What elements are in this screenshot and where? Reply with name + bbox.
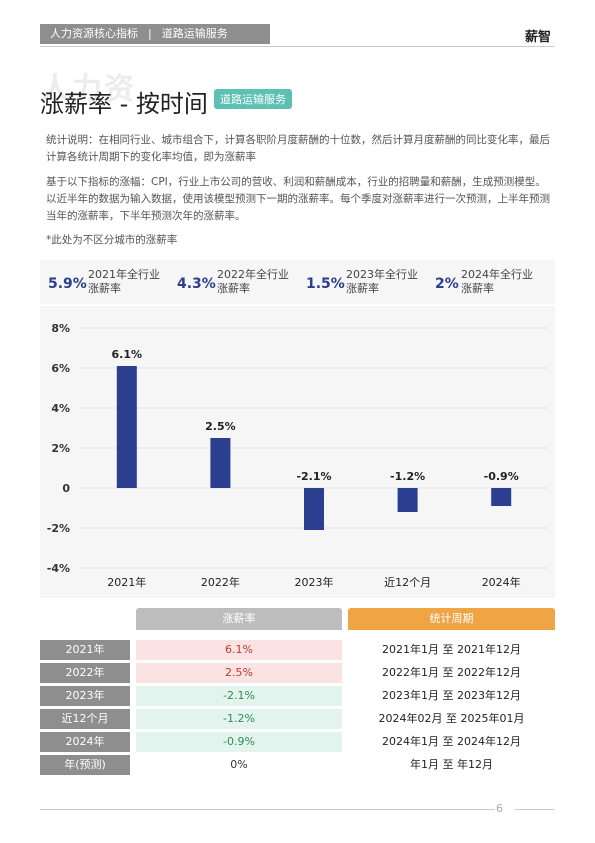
table-cell-rate: -0.9% — [136, 732, 342, 752]
y-tick-label: 4% — [51, 402, 70, 415]
table-cell-rate: -1.2% — [136, 709, 342, 729]
kpi-value: 5.9% — [48, 276, 87, 292]
kpi-label: 2023年全行业 涨薪率 — [346, 268, 418, 296]
y-tick-label: 8% — [51, 322, 70, 335]
table-row-label: 2021年 — [40, 640, 130, 660]
header-divider — [40, 46, 555, 47]
y-tick-label: 6% — [51, 362, 70, 375]
industry-tag: 道路运输服务 — [214, 89, 292, 109]
table-cell-rate: -2.1% — [136, 686, 342, 706]
table-row-label: 年(预测) — [40, 755, 130, 775]
kpi-value: 2% — [435, 276, 459, 292]
chart-panel: 8% 6% 4% 2% 0 -2% -4% 6.1% 2021年 2.5% 2022年 -2.1% 20… — [40, 306, 555, 598]
bar — [210, 438, 231, 488]
brand-logo-text: 薪智 — [524, 30, 551, 45]
kpi-label-line1: 2024年全行业 — [461, 268, 533, 281]
table-header-rate: 涨薪率 — [136, 608, 342, 630]
x-tick-label: 2024年 — [482, 575, 521, 589]
x-tick-label: 2022年 — [201, 575, 240, 589]
bar-data-label: 6.1% — [112, 348, 143, 361]
table-row-label: 近12个月 — [40, 709, 130, 729]
bar-chart: 8% 6% 4% 2% 0 -2% -4% 6.1% 2021年 2.5% 2022年 -2.1% 20… — [47, 322, 548, 589]
breadcrumb-industry: 道路运输服务 — [161, 27, 228, 40]
y-tick-label: 2% — [51, 442, 70, 455]
table-cell-rate: 6.1% — [136, 640, 342, 660]
table-cell-period: 年1月 至 年12月 — [410, 758, 493, 771]
description-prediction-model: 基于以下指标的涨幅：CPI，行业上市公司的营收、利润和薪酬成本，行业的招聘量和薪… — [46, 176, 550, 222]
breadcrumb-hr-metrics: 人力资源核心指标 — [50, 27, 138, 40]
kpi-label-line2: 涨薪率 — [217, 282, 250, 295]
bar — [304, 488, 324, 530]
table-row-label: 2022年 — [40, 663, 130, 683]
table-cell-period: 2021年1月 至 2021年12月 — [382, 643, 521, 656]
ghost-title: 人力资 — [40, 72, 136, 107]
description-note: *此处为不区分城市的涨薪率 — [46, 234, 178, 246]
bar-data-label: -1.2% — [390, 470, 425, 483]
bar — [397, 488, 418, 512]
kpi-value: 1.5% — [306, 276, 345, 292]
y-tick-label: -4% — [47, 562, 70, 575]
bar-data-label: 2.5% — [205, 420, 236, 433]
table-row-label: 2023年 — [40, 686, 130, 706]
page-title: 涨薪率 - 按时间 — [40, 90, 208, 118]
bar-data-label: -2.1% — [296, 470, 331, 483]
table-cell-period: 2022年1月 至 2022年12月 — [382, 666, 521, 679]
kpi-label: 2022年全行业 涨薪率 — [217, 268, 289, 296]
page-number: 6 — [496, 802, 503, 815]
description-stat-method: 统计说明：在相同行业、城市组合下，计算各职阶月度薪酬的十位数，然后计算月度薪酬的… — [46, 134, 550, 163]
bar-data-label: -0.9% — [484, 470, 519, 483]
footer-divider — [40, 809, 495, 810]
bar — [491, 488, 512, 506]
table-row-label: 2024年 — [40, 732, 130, 752]
table-cell-period: 2024年02月 至 2025年01月 — [378, 712, 525, 725]
kpi-label-line2: 涨薪率 — [88, 282, 121, 295]
table-cell-rate: 0% — [230, 758, 248, 771]
x-tick-label: 2023年 — [295, 575, 334, 589]
y-tick-label: 0 — [62, 482, 70, 495]
x-tick-label: 近12个月 — [384, 576, 431, 589]
kpi-label-line2: 涨薪率 — [461, 282, 494, 295]
kpi-label-line1: 2022年全行业 — [217, 268, 289, 281]
table-cell-period: 2023年1月 至 2023年12月 — [382, 689, 521, 702]
footer-divider-right — [515, 809, 555, 810]
table-cell-rate: 2.5% — [136, 663, 342, 683]
bar — [116, 366, 137, 488]
table-cell-period: 2024年1月 至 2024年12月 — [382, 735, 521, 748]
kpi-value: 4.3% — [177, 276, 216, 292]
y-tick-label: -2% — [47, 522, 70, 535]
kpi-row: 5.9% 2021年全行业 涨薪率 4.3% 2022年全行业 涨薪率 1.5% 2… — [40, 260, 555, 304]
kpi-label: 2024年全行业 涨薪率 — [461, 268, 533, 296]
x-tick-label: 2021年 — [107, 575, 146, 589]
kpi-label: 2021年全行业 涨薪率 — [88, 268, 160, 296]
table-header-period: 统计周期 — [348, 608, 555, 630]
breadcrumb-separator: | — [148, 27, 152, 40]
kpi-label-line2: 涨薪率 — [346, 282, 379, 295]
kpi-label-line1: 2023年全行业 — [346, 268, 418, 281]
header-breadcrumb: 人力资源核心指标 | 道路运输服务 — [40, 24, 270, 44]
kpi-label-line1: 2021年全行业 — [88, 268, 160, 281]
